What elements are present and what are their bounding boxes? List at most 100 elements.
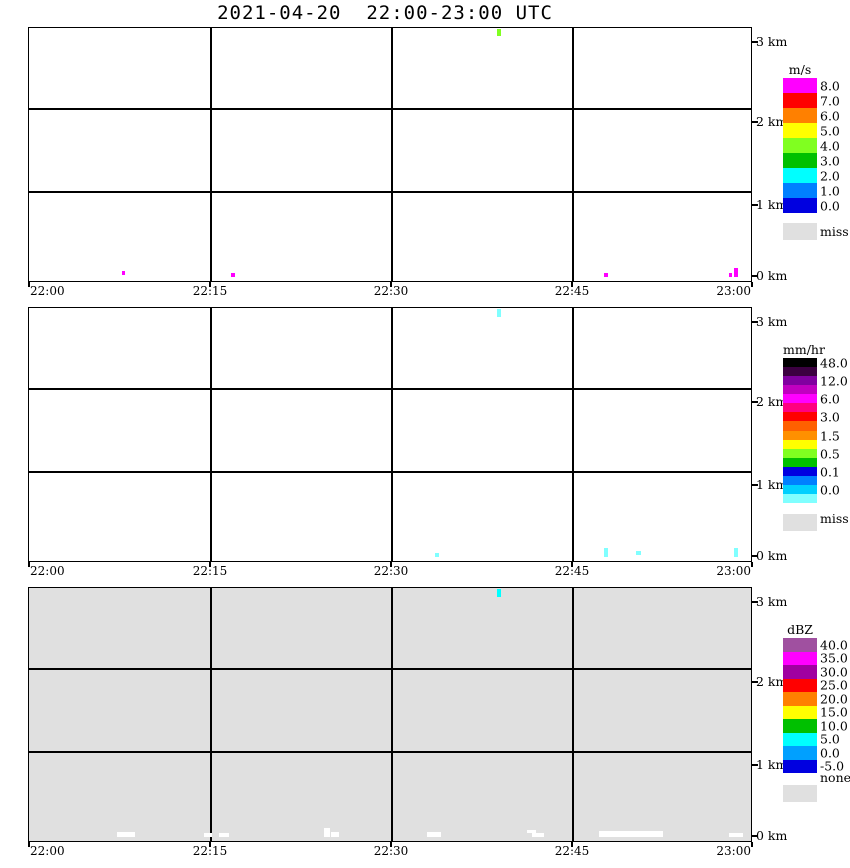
colorbar-tick-label: 6.0 [820, 108, 840, 123]
colorbar-band [783, 93, 817, 108]
data-point [324, 828, 330, 837]
legend-none-label: none [820, 770, 850, 785]
colorbar-band [783, 430, 817, 440]
page-title: 2021-04-20 22:00-23:00 UTC [217, 2, 553, 24]
gridline-2km [29, 108, 751, 110]
ytick-mark-1km [752, 484, 758, 486]
colorbar-reflectivity: 40.0 35.0 30.0 25.0 20.0 15.0 10.0 5.0 0.0 -5.0 [783, 637, 848, 774]
colorbar-band [783, 403, 817, 413]
xtick-label-2230: 22:30 [373, 284, 409, 298]
xtick-mark [209, 842, 211, 847]
data-point [117, 832, 135, 837]
ytick-label-0km: 0 km [756, 268, 788, 283]
ytick-mark-0km [752, 555, 758, 557]
colorbar-band [783, 376, 817, 386]
colorbar-tick-label: 3.0 [820, 409, 840, 425]
colorbar-band [783, 439, 817, 449]
colorbar-tick-label: 1.5 [820, 428, 840, 444]
colorbar-band [783, 475, 817, 485]
data-point [497, 309, 501, 317]
xtick-mark [571, 842, 573, 847]
gridline-2245 [572, 588, 574, 841]
data-point [497, 589, 501, 597]
panel-fall-velocity-axis-label: Fall Velocity [0, 30, 70, 280]
ytick-mark-2km [752, 401, 758, 403]
panel-reflectivity-axis-label: Reflectivity [0, 595, 65, 840]
ytick-mark-3km [752, 601, 758, 603]
panel-rain-intensity-plot [28, 307, 752, 562]
legend-miss-swatch [783, 514, 817, 531]
ytick-label-1km: 1 km [756, 477, 788, 492]
xtick-mark [390, 562, 392, 567]
data-point [122, 271, 125, 275]
colorbar-tick-label: 20.0 [820, 691, 848, 707]
colorbar-band [783, 183, 817, 198]
xtick-label-2215: 22:15 [192, 564, 228, 578]
data-point [599, 831, 663, 837]
colorbar-tick-label: 4.0 [820, 138, 840, 153]
ytick-mark-0km [752, 835, 758, 837]
xtick-mark [751, 842, 753, 847]
xtick-label-2245: 22:45 [554, 844, 590, 858]
data-point [331, 832, 339, 837]
legend-rain-intensity: mm/hr 48.0 12.0 6.0 3.0 1.5 0.5 0.1 0.0 miss [783, 342, 850, 533]
xtick-label-2215: 22:15 [192, 284, 228, 298]
colorbar-band [783, 746, 817, 760]
xtick-mark [28, 842, 30, 847]
colorbar-band [783, 358, 817, 368]
gridline-2230 [391, 308, 393, 561]
data-point [231, 273, 235, 277]
colorbar-tick-label: 0.5 [820, 446, 840, 462]
colorbar-tick-label: 5.0 [820, 731, 840, 747]
colorbar-band [783, 367, 817, 377]
xtick-label-2245: 22:45 [554, 284, 590, 298]
gridline-1km [29, 191, 751, 193]
data-point [729, 833, 743, 837]
xtick-label-2300: 23:00 [716, 284, 751, 298]
panel-reflectivity-plot [28, 587, 752, 842]
ytick-mark-1km [752, 764, 758, 766]
colorbar-band [783, 692, 817, 706]
colorbar-tick-label: 2.0 [820, 168, 840, 183]
xtick-label-2200: 22:00 [30, 564, 65, 578]
gridline-2245 [572, 308, 574, 561]
ytick-label-3km: 3 km [756, 34, 788, 49]
colorbar-band [783, 493, 817, 503]
legend-miss-swatch [783, 223, 817, 240]
ytick-mark-2km [752, 681, 758, 683]
xtick-label-2230: 22:30 [373, 844, 409, 858]
colorbar-tick-label: 3.0 [820, 153, 840, 168]
colorbar-band [783, 168, 817, 183]
xtick-mark [28, 562, 30, 567]
xtick-mark [28, 282, 30, 287]
colorbar-band [783, 651, 817, 665]
gridline-2230 [391, 28, 393, 281]
colorbar-band [783, 638, 817, 652]
data-point [604, 273, 608, 277]
colorbar-band [783, 719, 817, 733]
ytick-mark-1km [752, 204, 758, 206]
gridline-2km [29, 668, 751, 670]
gridline-2245 [572, 28, 574, 281]
colorbar-band [783, 108, 817, 123]
data-point [734, 548, 738, 557]
colorbar-tick-label: 6.0 [820, 391, 840, 407]
colorbar-band [783, 466, 817, 476]
colorbar-tick-label: 0.0 [820, 198, 840, 213]
gridline-1km [29, 751, 751, 753]
colorbar-band [783, 412, 817, 422]
colorbar-tick-label: 25.0 [820, 677, 848, 693]
ytick-mark-2km [752, 121, 758, 123]
data-point [497, 29, 501, 36]
ytick-mark-3km [752, 321, 758, 323]
data-point [532, 833, 544, 837]
colorbar-tick-label: -5.0 [820, 758, 845, 774]
xtick-label-2245: 22:45 [554, 564, 590, 578]
colorbar-band [783, 665, 817, 679]
xtick-mark [390, 842, 392, 847]
colorbar-band [783, 457, 817, 467]
colorbar-tick-label: 7.0 [820, 93, 840, 108]
xtick-label-2200: 22:00 [30, 844, 65, 858]
data-point [636, 551, 641, 555]
colorbar-tick-label: 15.0 [820, 704, 848, 720]
